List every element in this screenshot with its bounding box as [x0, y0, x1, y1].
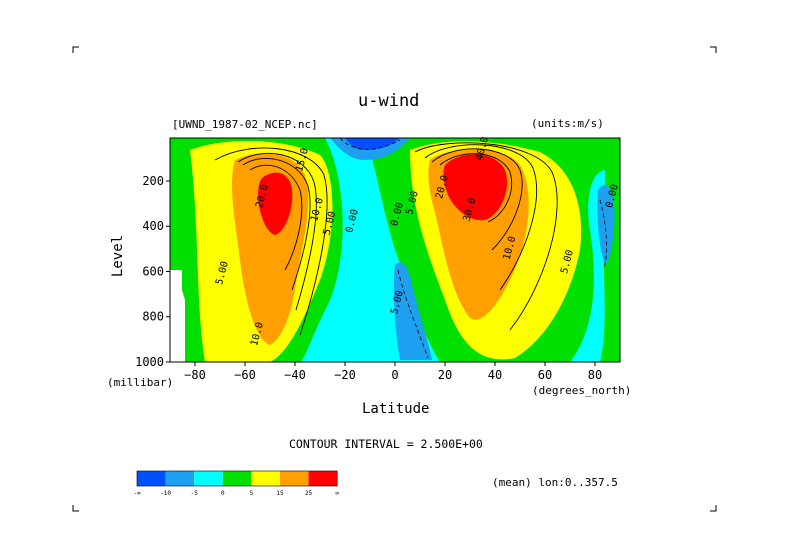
x-tick-label: 80 — [588, 368, 602, 382]
units-label: (units:m/s) — [531, 117, 604, 130]
contour-lines — [214, 142, 558, 336]
field-neg-right — [597, 185, 615, 265]
x-axis-unit: (degrees_north) — [532, 384, 632, 397]
x-axis-title: Latitude — [362, 401, 430, 417]
colorbar-label: 15 — [276, 490, 284, 497]
colorbar-swatch — [165, 471, 195, 486]
x-tick-label: −20 — [334, 368, 356, 382]
mean-label: (mean) lon:0..357.5 — [492, 476, 618, 489]
field-gt25-south — [258, 172, 293, 235]
x-tick-label: 20 — [438, 368, 452, 382]
colorbar-label: -5 — [191, 490, 199, 497]
colorbar-label: 5 — [250, 490, 254, 497]
x-tick-label: −40 — [284, 368, 306, 382]
dataset-label: [UWND_1987-02_NCEP.nc] — [172, 118, 318, 131]
colorbar-label: 0 — [221, 490, 225, 497]
y-tick-label: 600 — [142, 264, 164, 278]
x-tick-label: −80 — [184, 368, 206, 382]
colorbar-swatch — [194, 471, 223, 486]
colorbar-label: -∞ — [133, 490, 141, 497]
colorbar-swatch — [222, 471, 252, 486]
y-tick-label: 1000 — [135, 355, 164, 369]
colorbar-swatch — [251, 471, 280, 486]
dashed-contours — [339, 138, 608, 359]
field-gt25-north — [443, 154, 508, 221]
field-gap-left — [170, 270, 185, 362]
y-tick-label: 800 — [142, 310, 164, 324]
x-tick-label: 60 — [538, 368, 552, 382]
x-tick-label: 0 — [391, 368, 398, 382]
x-tick-label: 40 — [488, 368, 502, 382]
y-axis-unit: (millibar) — [107, 376, 174, 389]
y-ticks: 200 400 600 800 1000 — [135, 174, 170, 369]
x-ticks: −80 −60 −40 −20 0 20 40 60 80 — [184, 362, 602, 382]
colorbar-frame — [136, 470, 338, 487]
colorbar-label: 25 — [305, 490, 313, 497]
colorbar-swatch — [137, 471, 166, 486]
y-tick-label: 400 — [142, 219, 164, 233]
colorbar-swatch — [280, 471, 309, 486]
field-neg-mid — [393, 262, 432, 360]
chart-title: u-wind — [358, 91, 420, 111]
field-neg-top-dark — [345, 138, 400, 150]
y-tick-label: 200 — [142, 174, 164, 188]
colorbar-swatch — [308, 471, 338, 486]
colorbar-label: ∞ — [335, 490, 339, 497]
x-tick-label: −60 — [234, 368, 256, 382]
contour-interval-label: CONTOUR INTERVAL = 2.500E+00 — [289, 437, 483, 451]
colorbar-label: -10 — [160, 490, 171, 497]
